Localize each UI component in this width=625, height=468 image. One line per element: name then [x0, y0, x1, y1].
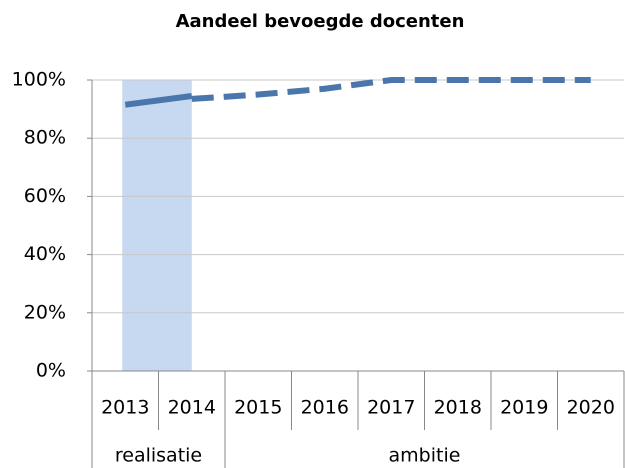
data-line: [191, 77, 591, 102]
y-tick-label: 40%: [24, 243, 66, 265]
x-tick-label: 2015: [234, 397, 282, 419]
y-tick-label: 20%: [24, 301, 66, 323]
x-tick-label: 2014: [168, 397, 216, 419]
x-tick-label: 2016: [301, 397, 349, 419]
y-tick-label: 60%: [24, 185, 66, 207]
x-tick-label: 2017: [367, 397, 415, 419]
chart-title: Aandeel bevoegde docenten: [176, 11, 465, 32]
y-tick-label: 100%: [12, 69, 66, 91]
y-tick-label: 0%: [36, 360, 66, 382]
x-tick-label: 2018: [434, 397, 482, 419]
x-tick-label: 2019: [500, 397, 548, 419]
x-tick-label: 2013: [101, 397, 149, 419]
y-tick-label: 80%: [24, 127, 66, 149]
group-label: ambitie: [389, 445, 461, 467]
highlight-band: [122, 80, 192, 371]
x-tick-label: 2020: [567, 397, 615, 419]
group-label: realisatie: [115, 445, 202, 467]
data-line: [124, 93, 193, 108]
